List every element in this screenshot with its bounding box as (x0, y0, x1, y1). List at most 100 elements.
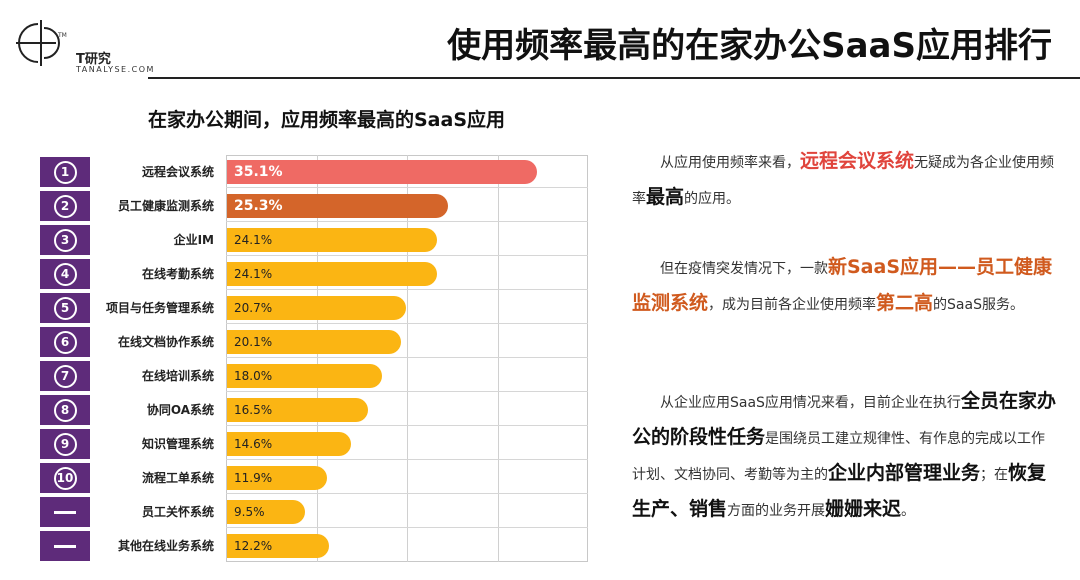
y-gridline (226, 391, 588, 392)
bar-value-label: 12.2% (234, 539, 273, 553)
title-rule (148, 77, 1080, 79)
brand-logo: TM T研究 TANALYSE.COM (14, 18, 153, 74)
y-gridline (226, 493, 588, 494)
y-gridline (226, 221, 588, 222)
category-label: 在线考勤系统 (141, 267, 214, 281)
rank-number: 2 (53, 194, 77, 218)
paragraph-text: 的应用。 (684, 191, 741, 207)
bar (227, 194, 448, 218)
rank-number: 5 (53, 296, 77, 320)
rank-badge: 10 (40, 463, 90, 493)
commentary-paragraph: 从应用使用频率来看，远程会议系统无疑成为各企业使用频率最高的应用。 (632, 144, 1056, 216)
y-gridline (226, 255, 588, 256)
bar-value-label: 24.1% (234, 233, 273, 247)
category-label: 项目与任务管理系统 (105, 301, 214, 315)
category-label: 知识管理系统 (141, 437, 214, 451)
bar-value-label: 16.5% (234, 403, 273, 417)
rank-number: 1 (53, 160, 77, 184)
paragraph-text: 但在疫情突发情况下，一款 (660, 261, 828, 277)
paragraph-highlight: 企业内部管理业务 (828, 462, 981, 484)
bar-value-label: 25.3% (234, 198, 283, 214)
x-gridline (316, 155, 318, 562)
y-gridline (226, 527, 588, 528)
logo-tm: TM (58, 32, 67, 39)
x-gridline (497, 155, 499, 562)
paragraph-highlight: 最高 (646, 186, 685, 208)
bar (227, 500, 305, 524)
category-label: 员工健康监测系统 (117, 199, 214, 213)
bar-value-label: 9.5% (234, 505, 265, 519)
paragraph-highlight: 新SaaS应用——员工健康监测系统 (632, 256, 1053, 314)
rank-number: 8 (53, 398, 77, 422)
logo-name-cn: T研究 (76, 52, 111, 67)
paragraph-highlight: 恢复生产、销售 (632, 462, 1047, 520)
bar (227, 534, 330, 558)
paragraph-highlight: 全员在家办公的阶段性任务 (632, 390, 1056, 448)
rank-number: 4 (53, 262, 77, 286)
category-label: 流程工单系统 (141, 471, 214, 485)
rank-badge: 3 (40, 225, 90, 255)
page-title: 使用频率最高的在家办公SaaS应用排行 (447, 26, 1052, 66)
bar (227, 432, 352, 456)
logo-mark-icon (16, 20, 60, 66)
x-gridline (407, 155, 408, 562)
y-gridline (226, 357, 588, 358)
bar (227, 262, 438, 286)
y-gridline (226, 289, 588, 290)
rank-badge: 7 (40, 361, 90, 391)
rank-badge: 6 (40, 327, 90, 357)
rank-number: 10 (53, 466, 77, 490)
rank-badge: 4 (40, 259, 90, 289)
category-label: 其他在线业务系统 (117, 539, 214, 553)
bar (227, 228, 438, 252)
paragraph-text: 从应用使用频率来看， (660, 155, 800, 171)
rank-badge: 1 (40, 157, 90, 187)
rank-number: 9 (53, 432, 77, 456)
commentary-paragraph: 但在疫情突发情况下，一款新SaaS应用——员工健康监测系统，成为目前各企业使用频… (632, 250, 1056, 322)
bar (227, 398, 369, 422)
bar (227, 466, 327, 490)
bar-value-label: 35.1% (234, 164, 283, 180)
y-gridline (226, 323, 588, 324)
category-label: 远程会议系统 (141, 165, 214, 179)
bar-value-label: 20.7% (234, 301, 273, 315)
rank-badge: 8 (40, 395, 90, 425)
rank-badge (40, 531, 90, 561)
category-label: 在线文档协作系统 (117, 335, 214, 349)
paragraph-text: 。 (901, 503, 916, 519)
paragraph-text: ；在 (980, 467, 1009, 483)
paragraph-text: 无疑成为各企业使用频率 (632, 155, 1055, 207)
bar-value-label: 24.1% (234, 267, 273, 281)
y-gridline (226, 425, 588, 426)
chart-title: 在家办公期间，应用频率最高的SaaS应用 (148, 109, 506, 131)
rank-badge (40, 497, 90, 527)
paragraph-text: 方面的业务开展 (727, 503, 826, 519)
bar (227, 160, 537, 184)
category-label: 协同OA系统 (146, 403, 214, 417)
paragraph-text: 的SaaS服务。 (933, 297, 1024, 313)
commentary-paragraph: 从企业应用SaaS应用情况来看，目前企业在执行全员在家办公的阶段性任务是围绕员工… (632, 384, 1056, 528)
paragraph-highlight: 第二高 (876, 292, 934, 314)
rank-badge: 5 (40, 293, 90, 323)
bar-value-label: 14.6% (234, 437, 273, 451)
y-gridline (226, 187, 588, 188)
bar-value-label: 11.9% (234, 471, 273, 485)
paragraph-text: ，成为目前各企业使用频率 (708, 297, 877, 313)
rank-number: 3 (53, 228, 77, 252)
paragraph-highlight: 姗姗来迟 (825, 498, 902, 520)
rank-number: 7 (53, 364, 77, 388)
y-gridline (226, 459, 588, 460)
category-label: 企业IM (173, 233, 214, 247)
category-label: 在线培训系统 (141, 369, 214, 383)
bar-value-label: 18.0% (234, 369, 273, 383)
bar (227, 330, 401, 354)
bar (227, 296, 407, 320)
paragraph-highlight: 远程会议系统 (800, 150, 915, 172)
logo-name-en: TANALYSE.COM (76, 65, 155, 74)
bar (227, 364, 382, 388)
rank-badge: 9 (40, 429, 90, 459)
paragraph-text: 从企业应用SaaS应用情况来看，目前企业在执行 (660, 395, 961, 411)
rank-number: 6 (53, 330, 77, 354)
bar-value-label: 20.1% (234, 335, 273, 349)
rank-badge: 2 (40, 191, 90, 221)
